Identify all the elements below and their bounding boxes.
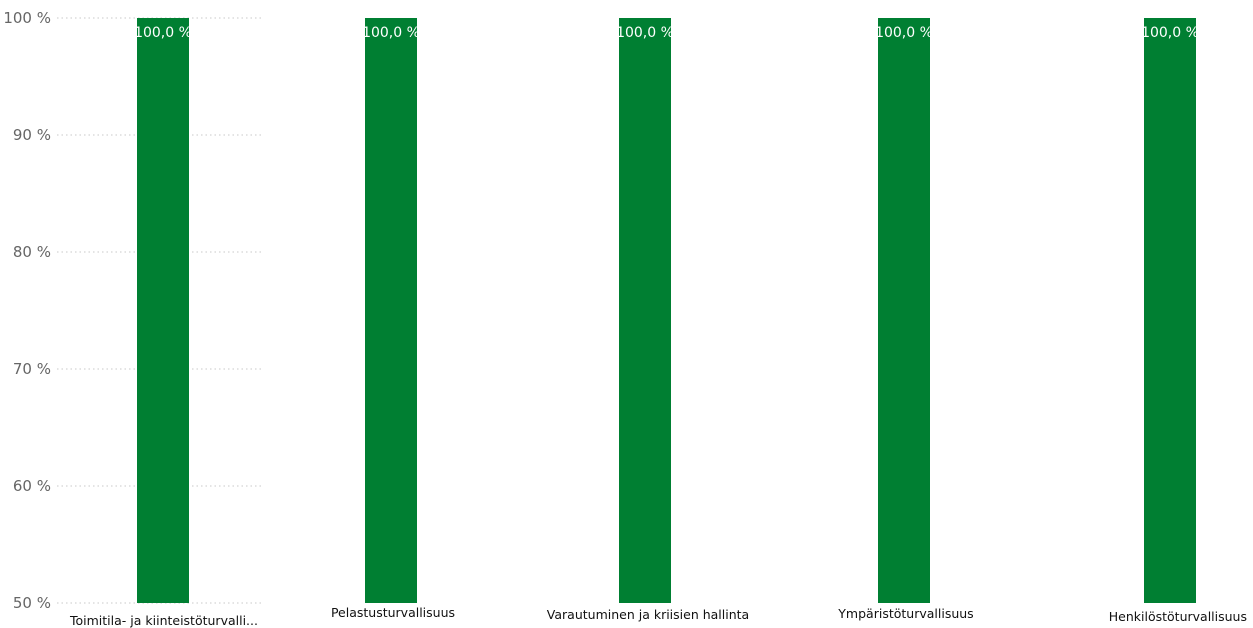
category-labels: Toimitila- ja kiinteistöturvalli... Pelas… — [69, 605, 1247, 628]
bar[interactable] — [137, 18, 189, 603]
category-label: Toimitila- ja kiinteistöturvalli... — [69, 613, 258, 628]
data-label: 100,0 % — [134, 25, 192, 41]
y-tick-label: 70 % — [13, 360, 51, 378]
bar[interactable] — [1144, 18, 1196, 603]
data-label: 100,0 % — [875, 25, 933, 41]
data-label: 100,0 % — [362, 25, 420, 41]
category-label: Henkilöstöturvallisuus — [1109, 609, 1247, 624]
category-label: Pelastusturvallisuus — [331, 605, 455, 620]
bar[interactable] — [878, 18, 930, 603]
data-label: 100,0 % — [1141, 25, 1199, 41]
y-tick-label: 80 % — [13, 243, 51, 261]
data-label: 100,0 % — [616, 25, 674, 41]
y-tick-label: 100 % — [3, 9, 51, 27]
y-tick-label: 50 % — [13, 594, 51, 612]
bars — [137, 18, 1196, 603]
data-labels: 100,0 % 100,0 % 100,0 % 100,0 % 100,0 % — [134, 25, 1199, 41]
bar[interactable] — [619, 18, 671, 603]
category-label: Ympäristöturvallisuus — [837, 606, 973, 621]
y-tick-label: 90 % — [13, 126, 51, 144]
gridlines — [57, 17, 263, 604]
y-tick-label: 60 % — [13, 477, 51, 495]
y-axis-tick-labels: 50 % 60 % 70 % 80 % 90 % 100 % — [3, 9, 51, 612]
bar[interactable] — [365, 18, 417, 603]
category-label: Varautuminen ja kriisien hallinta — [547, 607, 749, 622]
